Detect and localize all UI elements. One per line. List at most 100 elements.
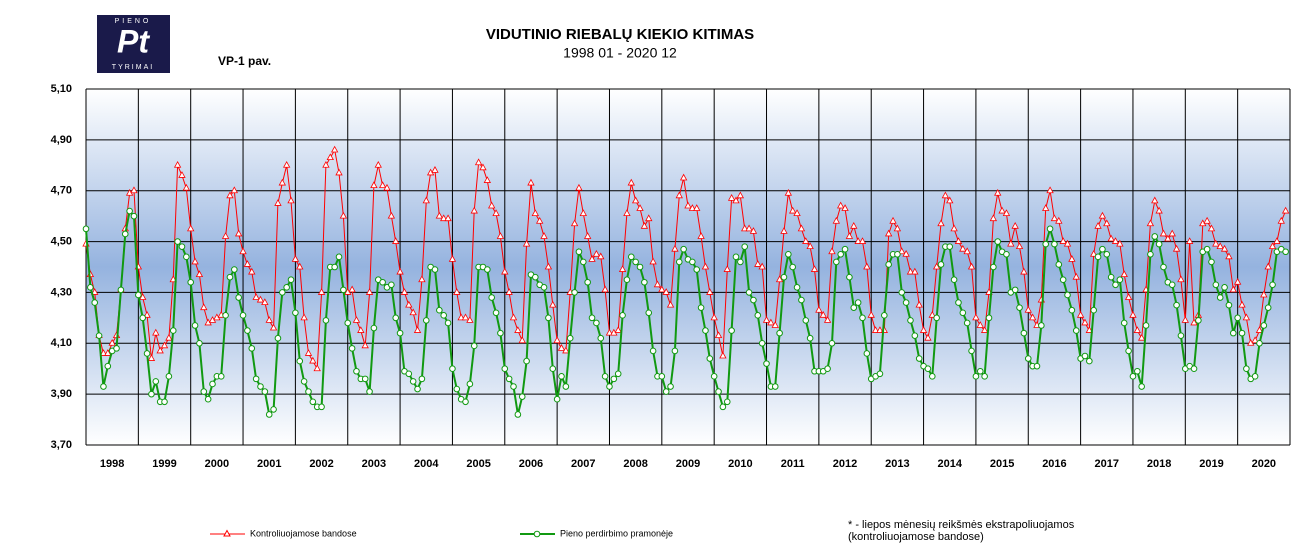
point-marker xyxy=(139,314,147,322)
point-marker xyxy=(248,267,256,275)
point-marker xyxy=(632,258,639,266)
point-marker xyxy=(235,294,242,301)
point-marker xyxy=(1282,248,1289,256)
point-marker xyxy=(584,278,591,286)
point-marker xyxy=(235,229,243,237)
point-marker xyxy=(178,171,186,178)
point-marker xyxy=(510,383,517,390)
point-marker xyxy=(527,178,535,186)
point-marker xyxy=(165,373,173,380)
point-marker xyxy=(287,276,295,284)
point-marker xyxy=(1177,332,1185,339)
point-marker xyxy=(976,321,984,328)
point-marker xyxy=(344,319,352,327)
x-tick-label: 2012 xyxy=(833,458,857,470)
plot-area xyxy=(86,89,1290,445)
point-marker xyxy=(387,211,396,219)
point-marker xyxy=(239,312,247,319)
x-tick-label: 2004 xyxy=(414,458,439,470)
point-marker xyxy=(1151,233,1159,240)
point-marker xyxy=(932,262,941,270)
note-line: (kontroliuojamose bandose) xyxy=(848,531,984,543)
point-marker xyxy=(422,317,430,324)
point-marker xyxy=(907,317,914,324)
point-marker xyxy=(518,336,526,344)
point-marker xyxy=(291,255,300,262)
point-marker xyxy=(1264,304,1272,311)
point-marker xyxy=(902,249,910,257)
point-marker xyxy=(1216,294,1224,301)
x-tick-label: 2008 xyxy=(623,458,647,470)
point-marker xyxy=(955,299,962,306)
point-marker xyxy=(863,350,871,357)
x-tick-label: 2019 xyxy=(1199,458,1223,470)
x-tick-label: 1998 xyxy=(100,458,124,470)
point-marker xyxy=(156,346,164,354)
point-marker xyxy=(1116,276,1124,284)
point-marker xyxy=(775,275,784,283)
point-marker xyxy=(562,346,570,354)
x-tick-label: 2009 xyxy=(676,458,700,470)
point-marker xyxy=(492,309,500,317)
point-marker xyxy=(1086,357,1093,365)
point-marker xyxy=(1042,204,1050,211)
y-tick-label: 3,70 xyxy=(51,439,72,451)
point-marker xyxy=(1212,239,1220,247)
y-tick-label: 4,70 xyxy=(51,185,72,197)
legend-label: Pieno perdirbimo pramonėje xyxy=(560,528,673,538)
point-marker xyxy=(658,285,666,293)
point-marker xyxy=(348,345,356,352)
point-marker xyxy=(1220,244,1229,252)
point-marker xyxy=(618,265,627,272)
point-marker xyxy=(95,332,103,339)
point-marker xyxy=(274,334,282,342)
point-marker xyxy=(1072,272,1080,280)
point-marker xyxy=(431,166,439,173)
point-marker xyxy=(1269,281,1276,289)
point-marker xyxy=(1103,219,1111,227)
point-marker xyxy=(649,347,657,355)
point-marker xyxy=(968,347,975,355)
point-marker xyxy=(1190,365,1198,373)
point-marker xyxy=(261,388,269,395)
x-tick-label: 2018 xyxy=(1147,458,1171,470)
point-marker xyxy=(846,273,853,281)
point-marker xyxy=(501,267,509,275)
point-marker xyxy=(1090,249,1098,257)
point-marker xyxy=(614,370,622,378)
point-marker xyxy=(1120,270,1128,278)
point-marker xyxy=(1172,244,1181,252)
point-marker xyxy=(121,230,129,238)
point-marker xyxy=(470,206,478,214)
point-marker xyxy=(636,263,644,271)
x-tick-label: 2020 xyxy=(1252,458,1276,470)
point-marker xyxy=(304,349,313,356)
point-marker xyxy=(91,299,99,306)
point-marker xyxy=(1059,276,1067,284)
point-marker xyxy=(396,267,404,275)
point-marker xyxy=(209,380,216,388)
point-marker xyxy=(1225,252,1233,260)
point-marker xyxy=(440,312,448,319)
point-marker xyxy=(928,373,936,380)
point-marker xyxy=(400,288,409,295)
point-marker xyxy=(496,232,505,239)
point-marker xyxy=(509,313,518,321)
point-marker xyxy=(99,349,108,356)
point-marker xyxy=(636,204,644,211)
point-marker xyxy=(1216,242,1224,250)
x-tick-label: 2001 xyxy=(257,458,281,470)
point-marker xyxy=(771,383,779,390)
point-marker xyxy=(204,395,212,403)
point-marker xyxy=(754,312,762,319)
point-marker xyxy=(143,350,151,357)
point-marker xyxy=(505,375,513,383)
point-marker xyxy=(1147,250,1154,258)
point-marker xyxy=(409,308,417,316)
point-marker xyxy=(396,329,404,337)
point-marker xyxy=(1112,281,1119,289)
point-marker xyxy=(623,209,631,217)
point-marker xyxy=(963,319,971,327)
point-marker xyxy=(1173,301,1180,309)
point-marker xyxy=(226,273,234,281)
